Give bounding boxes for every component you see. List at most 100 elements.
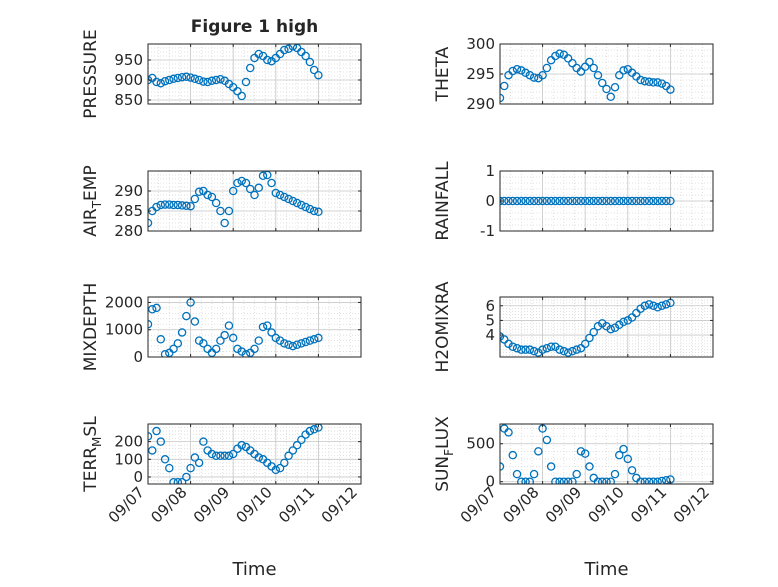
data-point: [309, 206, 319, 216]
data-point: [602, 196, 611, 206]
data-point: [314, 424, 323, 432]
data-point: [627, 466, 637, 475]
data-point: [177, 477, 187, 484]
data-point: [538, 70, 547, 80]
data-point: [644, 77, 654, 87]
data-point: [241, 350, 251, 357]
data-point: [619, 196, 628, 206]
data-point: [580, 449, 590, 458]
data-point: [297, 435, 306, 445]
data-point: [521, 196, 530, 206]
axes-box: [499, 423, 714, 485]
y-tick-label: 300: [466, 35, 495, 53]
subplot-theta: 290 295 300 THETA: [433, 35, 714, 113]
data-point: [508, 342, 518, 352]
data-point: [542, 435, 552, 445]
data-point: [666, 196, 675, 206]
data-point: [190, 74, 200, 84]
data-point: [292, 340, 302, 349]
y-axis-label-main: RAINFALL: [433, 161, 453, 241]
data-point: [301, 51, 310, 61]
data-point: [546, 342, 556, 352]
data-point: [186, 201, 195, 211]
data-point: [190, 317, 200, 326]
y-axis-label-suffix: SL: [81, 416, 101, 437]
data-point: [182, 311, 191, 321]
data-point: [640, 76, 650, 86]
y-axis-label-main: TERR: [81, 447, 101, 493]
data-point: [228, 449, 238, 459]
data-point: [305, 57, 315, 67]
data-point: [173, 73, 183, 83]
data-point: [288, 196, 298, 206]
data-point: [576, 343, 586, 353]
data-point: [216, 336, 225, 345]
data-point: [542, 343, 552, 353]
data-point: [508, 450, 518, 460]
data-point: [606, 324, 616, 334]
y-axis-label-subscript: F: [442, 449, 456, 456]
data-point: [211, 344, 221, 354]
data-point: [292, 440, 302, 450]
data-point: [597, 477, 607, 484]
data-point: [597, 196, 607, 206]
subplot-pressure: 850 900 950 PRESSURE Figure 1 high: [81, 17, 362, 119]
data-point: [512, 196, 522, 206]
data-point: [190, 194, 200, 204]
y-axis-label-main: SUN: [433, 456, 453, 492]
data-point: [280, 339, 289, 348]
data-point: [610, 82, 620, 92]
data-point: [580, 196, 590, 206]
data-point: [237, 347, 246, 356]
y-axis-label: TERRMSL: [81, 416, 104, 493]
data-point: [173, 477, 183, 484]
axes-box: [147, 170, 362, 232]
data-point: [254, 336, 264, 345]
x-tick-label: 09/11: [275, 483, 318, 526]
data-point: [297, 200, 306, 210]
y-tick-label: 290: [114, 182, 143, 200]
data-point: [292, 198, 302, 208]
data-point: [512, 64, 522, 74]
data-point: [602, 84, 611, 94]
y-tick-label: 500: [466, 435, 495, 453]
data-point: [224, 206, 234, 216]
data-point: [589, 327, 598, 337]
y-tick-label: 0: [485, 192, 495, 210]
data-point: [649, 78, 658, 87]
data-point: [559, 477, 569, 484]
data-point: [653, 78, 662, 87]
y-tick-label: 280: [114, 222, 143, 240]
data-point: [169, 477, 178, 484]
data-point: [245, 63, 255, 73]
data-point: [305, 426, 315, 436]
data-point: [500, 196, 505, 206]
data-point: [649, 477, 658, 484]
data-point: [288, 341, 298, 351]
data-point: [169, 200, 178, 210]
data-point: [186, 463, 195, 473]
data-point: [220, 218, 229, 228]
data-point: [529, 73, 539, 82]
axes-box: [499, 296, 714, 358]
data-point: [203, 190, 212, 200]
data-point: [288, 446, 298, 455]
data-point: [148, 446, 157, 455]
data-point: [250, 190, 259, 200]
data-point: [649, 301, 658, 311]
data-point: [508, 66, 518, 76]
data-point: [254, 49, 264, 59]
data-point: [525, 345, 535, 354]
data-point: [576, 67, 586, 76]
data-point: [632, 196, 641, 206]
data-point: [602, 477, 611, 484]
data-point: [156, 78, 166, 88]
data-point: [288, 44, 298, 51]
data-point: [314, 333, 323, 343]
data-point: [207, 76, 217, 86]
data-point: [657, 79, 667, 88]
data-point: [263, 321, 272, 330]
data-point: [267, 328, 276, 337]
data-point: [623, 196, 633, 206]
